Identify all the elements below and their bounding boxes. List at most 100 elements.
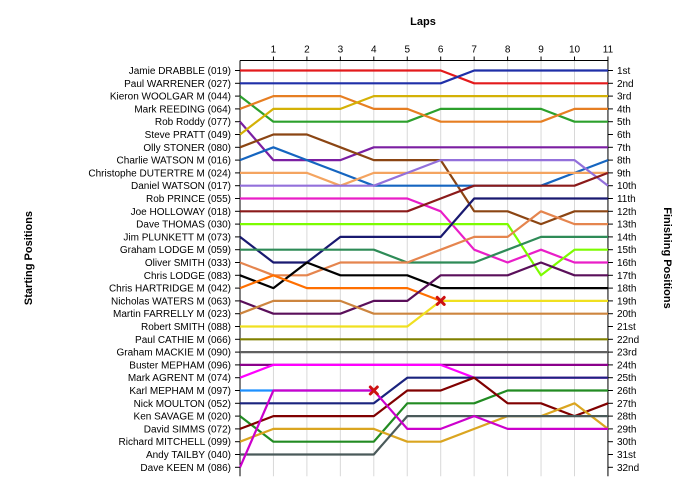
finishing-position-label: 25th <box>617 373 636 384</box>
starting-position-label: Chris HARTRIDGE M (042) <box>109 284 231 295</box>
finishing-position-label: 9th <box>617 168 631 179</box>
series-line <box>239 94 608 136</box>
x-tick-label: 6 <box>438 45 444 56</box>
finishing-position-label: 19th <box>617 296 636 307</box>
x-tick-label: 1 <box>271 45 277 56</box>
starting-position-label: Richard MITCHELL (099) <box>119 437 231 448</box>
series-line <box>239 261 608 290</box>
finishing-position-label: 17th <box>617 271 636 282</box>
starting-position-label: Joe HOLLOWAY (018) <box>131 207 231 218</box>
series-line <box>239 94 608 123</box>
series-line <box>239 363 608 379</box>
starting-position-label: Martin FARRELLY M (023) <box>113 309 231 320</box>
starting-position-label: Charlie WATSON M (016) <box>117 156 231 167</box>
starting-position-label: David SIMMS (072) <box>144 424 231 435</box>
series-line <box>240 171 608 187</box>
series-line <box>240 69 608 85</box>
starting-position-label: Olly STONER (080) <box>143 143 231 154</box>
starting-position-label: Daniel WATSON (017) <box>131 181 231 192</box>
x-tick-label: 3 <box>338 45 344 56</box>
series-line <box>239 402 609 443</box>
finishing-position-label: 28th <box>617 412 636 423</box>
x-axis-title: Laps <box>410 16 436 28</box>
finishing-position-label: 1st <box>617 66 631 77</box>
starting-position-label: Oliver SMITH (033) <box>145 258 231 269</box>
series-lines <box>238 69 609 468</box>
finishing-position-label: 2nd <box>617 79 634 90</box>
series-line <box>240 415 608 456</box>
x-tick-label: 10 <box>569 45 581 56</box>
starting-position-label: Dave THOMAS (030) <box>136 220 231 231</box>
series-line <box>239 197 608 264</box>
finishing-position-label: 31st <box>617 450 636 461</box>
x-tick-label: 2 <box>304 45 310 56</box>
left-axis-title: Starting Positions <box>23 211 35 305</box>
series-line <box>240 197 608 264</box>
finishing-position-label: 14th <box>617 232 636 243</box>
finishing-position-label: 30th <box>617 437 636 448</box>
finishing-position-label: 3rd <box>617 92 631 103</box>
finishing-position-label: 12th <box>617 207 636 218</box>
finishing-position-label: 6th <box>617 130 631 141</box>
x-tick-label: 5 <box>404 45 410 56</box>
finishing-position-label: 23rd <box>617 348 637 359</box>
starting-position-label: Mark REEDING (064) <box>134 104 231 115</box>
series-line <box>239 261 608 315</box>
finishing-position-label: 22nd <box>617 335 639 346</box>
x-tick-label: 9 <box>538 45 544 56</box>
finishing-position-label: 26th <box>617 386 636 397</box>
series-line <box>240 299 608 328</box>
starting-position-label: Chris LODGE (083) <box>144 271 231 282</box>
starting-position-label: Karl MEPHAM M (097) <box>129 386 231 397</box>
finishing-position-label: 10th <box>617 181 636 192</box>
starting-position-label: Ken SAVAGE M (020) <box>134 412 231 423</box>
series-line <box>238 389 608 468</box>
finishing-position-label: 32nd <box>617 463 639 474</box>
finishing-position-label: 15th <box>617 245 636 256</box>
starting-position-label: Kieron WOOLGAR M (044) <box>110 92 231 103</box>
starting-position-label: Rob PRINCE (055) <box>146 194 231 205</box>
right-axis-title: Finishing Positions <box>661 207 673 308</box>
series-line <box>239 389 608 443</box>
starting-position-label: Jamie DRABBLE (019) <box>129 66 231 77</box>
x-tick-label: 4 <box>371 45 377 56</box>
finishing-position-label: 13th <box>617 220 636 231</box>
starting-position-label: Graham MACKIE M (090) <box>117 348 231 359</box>
finishing-position-label: 7th <box>617 143 631 154</box>
starting-position-label: Rob Roddy (077) <box>155 117 231 128</box>
finishing-position-label: 27th <box>617 399 636 410</box>
starting-position-label: Nick MOULTON (052) <box>134 399 231 410</box>
finishing-position-label: 5th <box>617 117 631 128</box>
starting-position-label: Christophe DUTERTRE M (024) <box>88 168 231 179</box>
retired-marker <box>435 295 446 306</box>
starting-position-label: Paul CATHIE M (066) <box>135 335 231 346</box>
axes <box>235 56 613 477</box>
starting-position-label: Andy TAILBY (040) <box>146 450 231 461</box>
series-line <box>239 274 442 302</box>
series-line <box>239 299 608 315</box>
series-line <box>240 171 609 213</box>
starting-position-label: Mark AGRENT M (074) <box>128 373 231 384</box>
starting-position-label: Paul WARRENER (027) <box>124 79 231 90</box>
finishing-position-label: 29th <box>617 424 636 435</box>
series-line <box>240 69 608 85</box>
x-tick-label: 8 <box>505 45 511 56</box>
finishing-position-label: 8th <box>617 156 631 167</box>
starting-position-label: Robert SMITH (088) <box>141 322 231 333</box>
series-line <box>240 235 608 264</box>
series-line <box>240 376 608 405</box>
finishing-position-label: 11th <box>617 194 636 205</box>
series-line <box>239 133 608 226</box>
finishing-position-label: 21st <box>617 322 636 333</box>
series-line <box>240 159 609 187</box>
finishing-position-label: 4th <box>617 104 631 115</box>
starting-position-label: Graham LODGE M (059) <box>120 245 231 256</box>
starting-position-label: Steve PRATT (049) <box>145 130 231 141</box>
finishing-position-label: 24th <box>617 360 636 371</box>
series-line <box>240 223 608 277</box>
series-line <box>239 376 609 430</box>
finishing-position-label: 18th <box>617 284 636 295</box>
x-tick-label: 7 <box>471 45 477 56</box>
retirement-marks <box>368 295 446 396</box>
